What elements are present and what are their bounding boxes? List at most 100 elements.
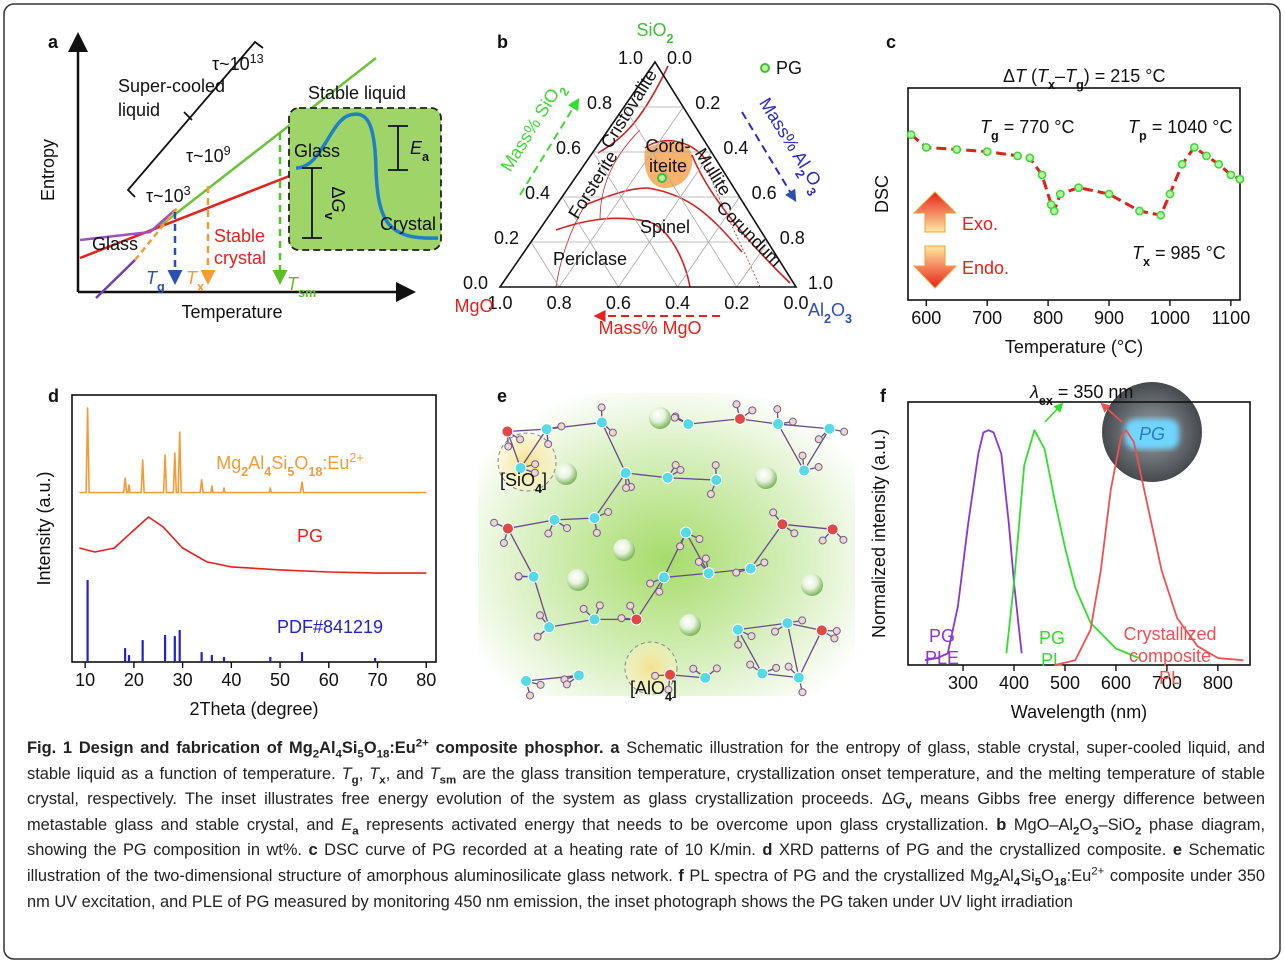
caption-run: 18 bbox=[1054, 876, 1067, 888]
si-center bbox=[589, 513, 600, 524]
oxygen bbox=[491, 519, 498, 526]
series-label: Mg2Al4Si5O18:Eu2+ bbox=[216, 451, 364, 479]
oxygen bbox=[840, 536, 847, 543]
oxygen bbox=[618, 615, 625, 622]
oxygen bbox=[799, 452, 806, 459]
cation bbox=[567, 569, 589, 591]
oxygen bbox=[707, 491, 714, 498]
oxygen bbox=[647, 580, 654, 587]
si-center bbox=[711, 475, 722, 486]
oxygen bbox=[563, 681, 570, 688]
oxygen bbox=[598, 404, 605, 411]
x-tick-label: 50 bbox=[270, 670, 290, 690]
oxygen bbox=[623, 484, 630, 491]
label: crystal bbox=[214, 248, 266, 268]
x-tick-label: 600 bbox=[1101, 673, 1131, 693]
annotation: Tg = 770 °C bbox=[980, 117, 1074, 143]
caption-run: 2+ bbox=[1091, 866, 1104, 878]
data-point bbox=[1136, 207, 1143, 214]
oxygen bbox=[702, 555, 709, 562]
text-run: 9 bbox=[224, 144, 231, 158]
tick-label: 0.2 bbox=[494, 228, 519, 248]
text-run: G bbox=[328, 199, 348, 213]
oxygen bbox=[593, 529, 600, 536]
tick-label: 1.0 bbox=[808, 273, 833, 293]
si-center bbox=[680, 527, 691, 538]
data-point bbox=[1038, 171, 1045, 178]
text-run: 3 bbox=[803, 185, 819, 198]
annotation: Tx = 985 °C bbox=[1132, 243, 1226, 269]
data-point bbox=[1014, 152, 1021, 159]
axis-title: Temperature (°C) bbox=[1005, 337, 1143, 357]
x-tick-label: 800 bbox=[1033, 308, 1063, 328]
caption-run: T bbox=[430, 765, 440, 783]
al-center bbox=[827, 524, 838, 535]
si-center bbox=[589, 614, 600, 625]
text-run: Al bbox=[248, 453, 264, 473]
oxygen bbox=[773, 664, 780, 671]
tick-label: 0.8 bbox=[780, 228, 805, 248]
caption-run: , bbox=[359, 765, 370, 783]
label: τ~103 bbox=[146, 184, 191, 206]
axis-title: Temperature bbox=[181, 302, 282, 322]
text-run: Mass% SiO bbox=[497, 85, 564, 175]
text-run: :Eu bbox=[322, 453, 349, 473]
text-run: Si bbox=[271, 453, 287, 473]
oxygen bbox=[735, 641, 742, 648]
axis-title: 2Theta (degree) bbox=[189, 699, 318, 719]
tick-label: 0.0 bbox=[783, 293, 808, 313]
si-center bbox=[573, 670, 584, 681]
si-center bbox=[541, 424, 552, 435]
caption-run: O bbox=[364, 739, 377, 757]
axis-title: Wavelength (nm) bbox=[1011, 702, 1147, 722]
al-center bbox=[631, 614, 642, 625]
tick-label: 0.0 bbox=[463, 273, 488, 293]
series-label: PLE bbox=[925, 648, 959, 668]
oxygen bbox=[748, 633, 755, 640]
text-run: 4 bbox=[264, 465, 271, 479]
text-run: SiO bbox=[636, 20, 666, 40]
oxygen bbox=[774, 406, 781, 413]
x-tick-label: 80 bbox=[416, 670, 436, 690]
x-tick-label: 600 bbox=[911, 308, 941, 328]
series-label: PG bbox=[1039, 628, 1065, 648]
text-run: O bbox=[294, 453, 308, 473]
data-point bbox=[1051, 207, 1058, 214]
label: iteite bbox=[649, 156, 687, 176]
text-run: g bbox=[157, 280, 165, 294]
caption-run: T bbox=[369, 765, 379, 783]
oxygen bbox=[696, 536, 703, 543]
al-center bbox=[816, 625, 827, 636]
caption-run: 18 bbox=[377, 748, 390, 760]
si-center bbox=[521, 675, 532, 686]
tick-label: 0.4 bbox=[665, 293, 690, 313]
caption-run: b bbox=[996, 816, 1006, 834]
oxygen bbox=[505, 443, 512, 450]
oxygen bbox=[785, 663, 792, 670]
text-run: = 985 °C bbox=[1150, 243, 1226, 263]
oxygen bbox=[789, 418, 796, 425]
label: Periclase bbox=[553, 249, 627, 269]
x-tick-label: 500 bbox=[1050, 673, 1080, 693]
data-point bbox=[1105, 190, 1112, 197]
caption-run: g bbox=[352, 774, 359, 786]
tick-label: 1.0 bbox=[618, 48, 643, 68]
photo-label: PG bbox=[1139, 424, 1165, 444]
x-tick-label: 800 bbox=[1203, 673, 1233, 693]
oxygen bbox=[515, 573, 522, 580]
oxygen bbox=[799, 689, 806, 696]
label: Mass% MgO bbox=[598, 318, 701, 338]
caption-run: Si bbox=[1020, 867, 1035, 885]
text-run: x bbox=[1048, 78, 1055, 92]
label: τ~1013 bbox=[212, 52, 264, 74]
text-run: τ~10 bbox=[186, 146, 224, 166]
text-run: 2+ bbox=[349, 451, 363, 465]
text-run: [AlO bbox=[630, 678, 665, 698]
al-center bbox=[502, 426, 513, 437]
figure-caption: Fig. 1 Design and fabrication of Mg2Al4S… bbox=[27, 736, 1265, 915]
text-run: O bbox=[831, 300, 845, 320]
label: Stable bbox=[214, 226, 265, 246]
caption-run: E bbox=[341, 816, 352, 834]
caption-run: PL spectra of PG and the crystallized Mg bbox=[684, 867, 993, 885]
si-center bbox=[596, 417, 607, 428]
